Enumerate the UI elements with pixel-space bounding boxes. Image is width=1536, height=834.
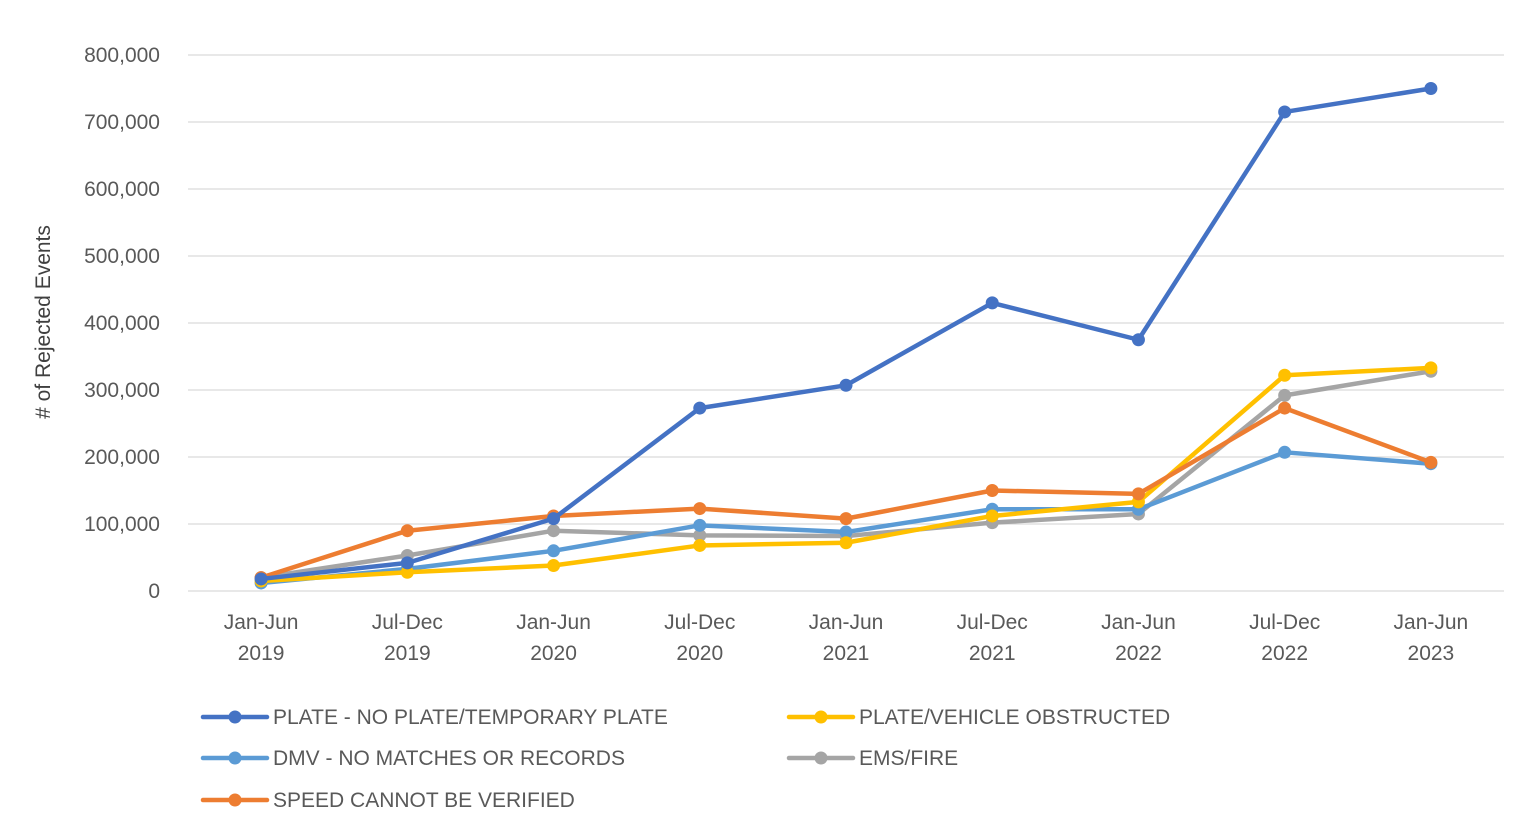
legend: PLATE - NO PLATE/TEMPORARY PLATE PLATE/VE… <box>200 706 1170 812</box>
legend-item: SPEED CANNOT BE VERIFIED <box>200 789 575 812</box>
data-point <box>1131 333 1145 347</box>
y-tick-label: 0 <box>148 580 160 603</box>
data-point <box>400 524 414 538</box>
x-tick-line: Jul-Dec <box>372 611 443 634</box>
legend-item: DMV - NO MATCHES OR RECORDS <box>200 747 625 770</box>
x-tick-line: Jul-Dec <box>957 611 1028 634</box>
series <box>254 82 1438 586</box>
x-tick-label: Jul-Dec 2019 <box>372 611 443 665</box>
x-tick-line: 2021 <box>969 642 1016 665</box>
data-point <box>839 512 853 526</box>
x-tick-label: Jan-Jun 2019 <box>224 611 299 665</box>
x-tick-line: Jan-Jun <box>224 611 299 634</box>
x-tick-line: 2019 <box>384 642 431 665</box>
series <box>254 401 1438 585</box>
legend-item: EMS/FIRE <box>786 747 958 770</box>
x-tick-label: Jan-Jun 2022 <box>1101 611 1176 665</box>
x-tick-line: 2020 <box>530 642 577 665</box>
x-tick-line: Jan-Jun <box>1394 611 1469 634</box>
series-lines <box>254 82 1438 590</box>
data-point <box>400 565 414 579</box>
data-point <box>985 296 999 310</box>
data-point <box>839 378 853 392</box>
legend-swatch-marker <box>814 710 828 724</box>
data-point <box>254 572 268 586</box>
data-point <box>1424 82 1438 95</box>
data-point <box>1278 388 1292 402</box>
data-point <box>985 509 999 523</box>
data-point <box>839 525 853 539</box>
y-tick-label: 100,000 <box>84 513 160 536</box>
x-tick-line: Jan-Jun <box>516 611 591 634</box>
data-point <box>1278 445 1292 459</box>
data-point <box>693 538 707 552</box>
legend-label: EMS/FIRE <box>859 747 958 770</box>
legend-label: SPEED CANNOT BE VERIFIED <box>273 789 575 812</box>
data-point <box>693 401 707 415</box>
data-point <box>400 556 414 570</box>
data-point <box>1424 455 1438 469</box>
data-point <box>693 528 707 542</box>
data-point <box>693 502 707 516</box>
data-point <box>985 484 999 497</box>
y-tick-label: 400,000 <box>84 312 160 335</box>
data-point <box>1278 401 1292 415</box>
x-tick-label: Jan-Jun 2020 <box>516 611 591 665</box>
y-tick-label: 600,000 <box>84 178 160 201</box>
legend-item: PLATE/VEHICLE OBSTRUCTED <box>786 706 1170 729</box>
y-tick-label: 700,000 <box>84 111 160 134</box>
legend-swatch-marker <box>228 793 242 807</box>
series <box>254 361 1438 588</box>
y-tick-label: 500,000 <box>84 245 160 268</box>
x-tick-line: Jan-Jun <box>1101 611 1176 634</box>
data-point <box>547 512 561 526</box>
x-tick-line: Jan-Jun <box>809 611 884 634</box>
data-point <box>547 524 561 538</box>
y-tick-label: 200,000 <box>84 446 160 469</box>
y-tick-label: 300,000 <box>84 379 160 402</box>
gridlines <box>188 54 1504 592</box>
data-point <box>1278 105 1292 119</box>
data-point <box>1424 361 1438 375</box>
y-axis-title: # of Rejected Events <box>32 225 55 419</box>
data-point <box>839 536 853 550</box>
x-tick-label: Jan-Jun 2021 <box>809 611 884 665</box>
x-tick-label: Jul-Dec 2020 <box>664 611 735 665</box>
legend-label: DMV - NO MATCHES OR RECORDS <box>273 747 625 770</box>
data-point <box>547 544 561 558</box>
x-tick-line: 2021 <box>823 642 870 665</box>
data-point <box>693 518 707 532</box>
data-point <box>547 559 561 573</box>
x-tick-line: Jul-Dec <box>664 611 735 634</box>
x-tick-line: 2022 <box>1261 642 1308 665</box>
x-tick-line: 2020 <box>676 642 723 665</box>
x-tick-line: 2019 <box>238 642 285 665</box>
x-tick-label: Jul-Dec 2022 <box>1249 611 1320 665</box>
x-tick-line: Jul-Dec <box>1249 611 1320 634</box>
y-axis-ticks: 0 100,000 200,000 300,000 400,000 500,000 600,… <box>84 44 160 603</box>
x-tick-label: Jan-Jun 2023 <box>1394 611 1469 665</box>
legend-label: PLATE - NO PLATE/TEMPORARY PLATE <box>273 706 668 729</box>
x-tick-label: Jul-Dec 2021 <box>957 611 1028 665</box>
series-line <box>258 86 1434 582</box>
x-tick-line: 2022 <box>1115 642 1162 665</box>
data-point <box>1131 487 1145 501</box>
legend-swatch-marker <box>814 751 828 765</box>
y-tick-label: 800,000 <box>84 44 160 67</box>
data-point <box>1278 368 1292 382</box>
legend-label: PLATE/VEHICLE OBSTRUCTED <box>859 706 1170 729</box>
legend-swatch-marker <box>228 751 242 765</box>
legend-swatch-marker <box>228 710 242 724</box>
x-tick-line: 2023 <box>1408 642 1455 665</box>
legend-item: PLATE - NO PLATE/TEMPORARY PLATE <box>200 706 668 729</box>
